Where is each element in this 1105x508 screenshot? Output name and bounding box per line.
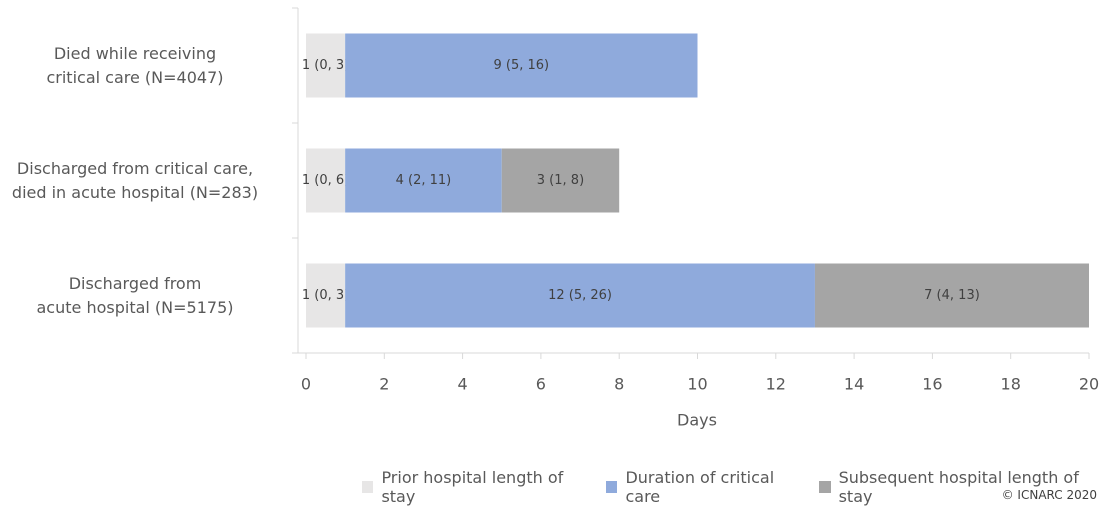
category-label: Died while receiving critical care (N=40… bbox=[46, 43, 224, 87]
legend-label: Duration of critical care bbox=[625, 468, 775, 506]
bar-segment bbox=[345, 263, 815, 328]
x-tick-label: 12 bbox=[766, 375, 786, 394]
x-axis-label: Days bbox=[677, 410, 717, 430]
bar-segment bbox=[345, 33, 698, 98]
category-label: Discharged from critical care, died in a… bbox=[11, 158, 259, 202]
category-label: Discharged from acute hospital (N=5175) bbox=[36, 273, 234, 317]
x-tick-label: 20 bbox=[1079, 375, 1099, 394]
data-label: 12 (5, 26) bbox=[548, 288, 612, 303]
bar-segment bbox=[306, 148, 346, 213]
legend-swatch bbox=[606, 481, 618, 493]
bar-segment bbox=[306, 33, 346, 98]
bar-segment bbox=[814, 263, 1089, 328]
legend-item: Subsequent hospital length of stay bbox=[819, 468, 1105, 506]
legend-label: Prior hospital length of stay bbox=[381, 468, 564, 506]
x-tick-label: 18 bbox=[1001, 375, 1021, 394]
legend-item: Prior hospital length of stay bbox=[362, 468, 592, 506]
x-tick-label: 10 bbox=[687, 375, 707, 394]
data-label: 7 (4, 13) bbox=[924, 288, 980, 303]
bar-segment bbox=[501, 148, 620, 213]
x-tick-label: 6 bbox=[536, 375, 546, 394]
footer: © ICNARC 2020 bbox=[1001, 488, 1097, 502]
data-label: 9 (5, 16) bbox=[494, 58, 550, 73]
legend-item: Duration of critical care bbox=[606, 468, 805, 506]
data-label: 3 (1, 8) bbox=[537, 173, 584, 188]
legend: Prior hospital length of stay Duration of… bbox=[362, 468, 1105, 506]
data-label: 1 (0, 3) bbox=[302, 288, 349, 303]
bar-segment bbox=[345, 148, 502, 213]
x-tick-label: 14 bbox=[844, 375, 864, 394]
x-tick-label: 8 bbox=[614, 375, 624, 394]
legend-swatch bbox=[819, 481, 831, 493]
x-tick-label: 4 bbox=[458, 375, 468, 394]
legend-swatch bbox=[362, 481, 374, 493]
data-label: 1 (0, 3) bbox=[302, 58, 349, 73]
x-tick-label: 2 bbox=[379, 375, 389, 394]
legend-label: Subsequent hospital length of stay bbox=[838, 468, 1079, 506]
bar-segment bbox=[306, 263, 346, 328]
data-label: 4 (2, 11) bbox=[396, 173, 452, 188]
x-tick-label: 16 bbox=[922, 375, 942, 394]
x-tick-label: 0 bbox=[301, 375, 311, 394]
data-label: 1 (0, 6) bbox=[302, 173, 349, 188]
